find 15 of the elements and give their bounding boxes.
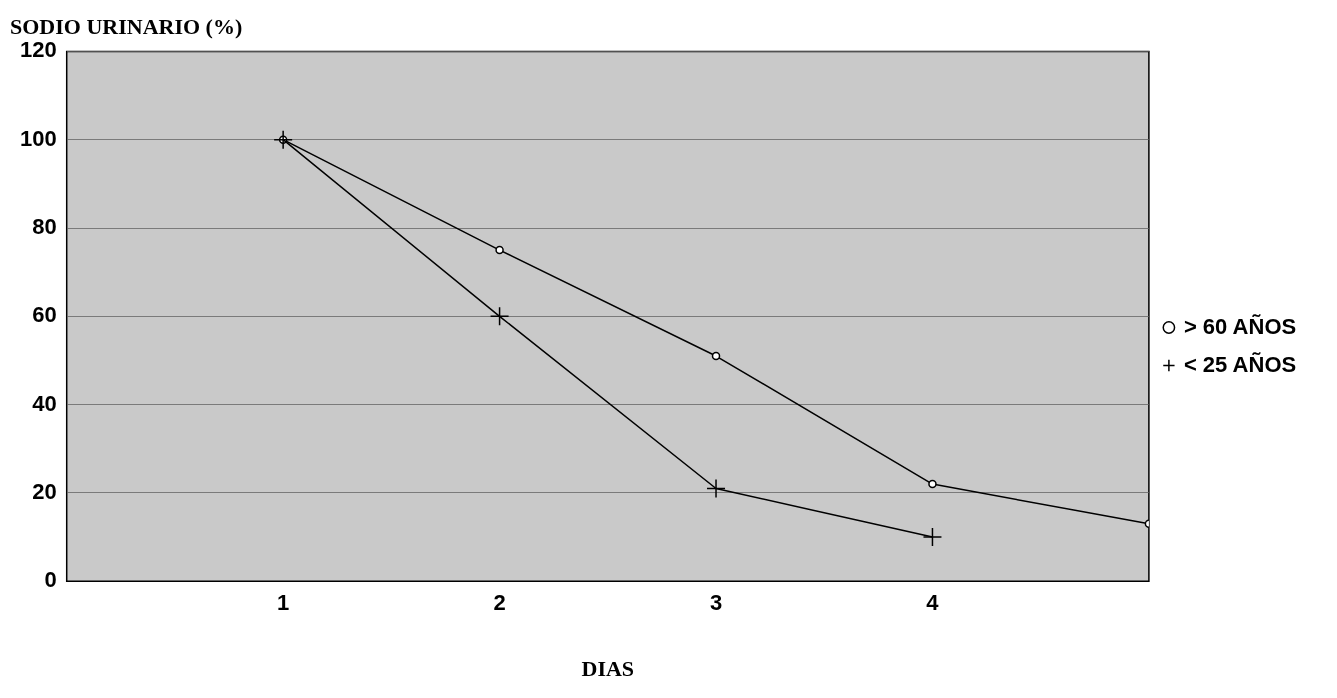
x-tick-label: 1 xyxy=(277,590,290,616)
x-tick-label: 3 xyxy=(709,590,723,616)
y-tick-label: 0 xyxy=(44,567,57,593)
y-tick-label: 20 xyxy=(32,478,57,504)
legend-label: < 25 AÑOS xyxy=(1183,351,1297,377)
x-axis-title: DIAS xyxy=(581,656,635,682)
legend-label: > 60 AÑOS xyxy=(1183,313,1297,339)
y-tick-label: 120 xyxy=(19,37,57,63)
x-tick-label: 4 xyxy=(926,590,940,616)
y-axis-title: SODIO URINARIO (%) xyxy=(10,13,243,39)
y-tick-label: 80 xyxy=(32,214,57,240)
y-tick-label: 40 xyxy=(32,390,57,416)
y-tick-label: 100 xyxy=(19,125,57,151)
x-tick-label: 2 xyxy=(493,590,506,616)
y-tick-label: 60 xyxy=(32,302,57,328)
